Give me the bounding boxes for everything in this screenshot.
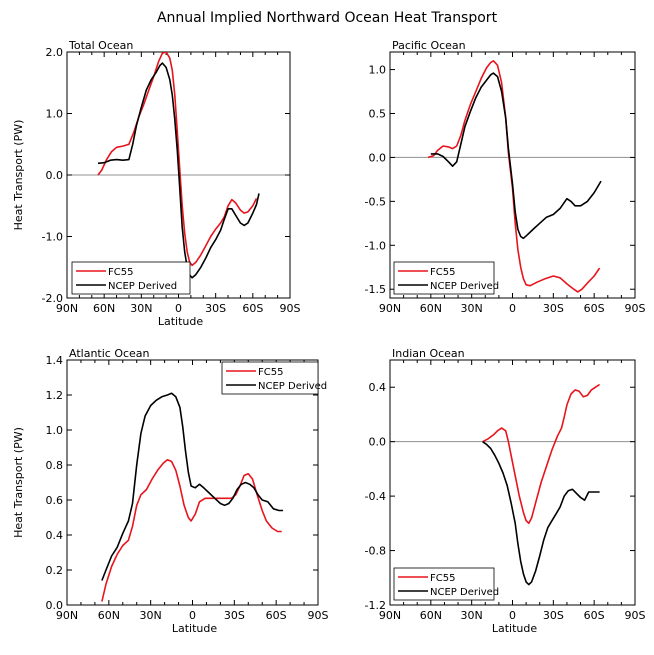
series-line-ncep-derived [101,392,284,581]
x-tick-label: 0 [509,302,516,315]
y-tick-label: -1.0 [42,231,63,244]
y-tick-label: -1.0 [365,239,386,252]
x-tick-label: 90S [625,302,646,315]
x-tick-label: 90S [625,609,646,622]
panel-total-ocean: 90N 60N 30N 0 30S 60S 90S -2.0 -1.0 0.0 1.0 2.0 Tota… [12,39,301,328]
series-line-ncep-derived [482,441,600,586]
x-tick-label: 60N [420,302,442,315]
legend-label-fc55: FC55 [430,267,455,278]
y-tick-label: -0.8 [365,545,386,558]
panel-pacific-ocean: 90N 60N 30N 0 30S 60S 90S -1.5 -1.0 -0.5 0.0 0.5 1.0… [365,39,646,315]
x-tick-label: 60S [584,302,605,315]
legend-box [393,261,495,295]
x-tick-label: 30N [461,609,483,622]
legend-label-ncep-derived: NCEP Derived [430,281,499,292]
panel-total-ocean-legend: FC55 NCEP Derived [71,261,191,295]
x-tick-label: 90N [379,302,401,315]
y-tick-label: 0.6 [46,494,64,507]
series-line-fc55 [427,60,601,293]
y-tick-label: 1.0 [46,108,64,121]
series-line-fc55 [97,52,258,267]
legend-label-fc55: FC55 [258,367,283,378]
x-tick-label: 30S [543,302,564,315]
panel-total-ocean-title: Total Ocean [68,39,133,52]
series-line-ncep-derived [430,72,602,240]
legend-box [393,567,495,601]
y-tick-label: 0.2 [46,564,64,577]
panel-atlantic-ocean: 90N 60N 30N 0 30S 60S 90S 0.0 0.2 0.4 0.6 0.8 1.0 1.2… [12,347,329,635]
panel-atlantic-ocean-y-axis-label: Heat Transport (PW) [12,427,25,538]
x-tick-label: 60N [420,609,442,622]
panel-atlantic-ocean-x-axis-label: Latitude [172,622,218,635]
y-tick-label: -0.4 [365,490,386,503]
legend-label-ncep-derived: NCEP Derived [258,381,327,392]
x-tick-label: 30N [140,609,162,622]
x-tick-label: 0 [189,609,196,622]
panel-pacific-ocean-frame [389,51,636,299]
panel-total-ocean-y-axis-label: Heat Transport (PW) [12,120,25,231]
x-tick-label: 30S [543,609,564,622]
panel-indian-ocean: 90N 60N 30N 0 30S 60S 90S -1.2 -0.8 -0.4 0.0 0.4 Ind… [365,347,646,635]
x-tick-label: 90S [308,609,329,622]
y-tick-label: 0.8 [46,459,64,472]
x-tick-label: 30S [224,609,245,622]
x-tick-label: 0 [175,302,182,315]
y-tick-label: -1.2 [365,599,386,612]
x-tick-label: 30N [461,302,483,315]
figure-title: Annual Implied Northward Ocean Heat Tran… [157,10,498,26]
legend-label-fc55: FC55 [430,573,455,584]
y-tick-label: 0.0 [369,151,387,164]
legend-box [71,261,191,295]
x-tick-label: 90S [280,302,301,315]
y-tick-label: 0.0 [46,169,64,182]
x-tick-label: 90N [56,302,78,315]
legend-box [221,361,319,395]
x-tick-label: 60N [98,609,120,622]
x-tick-label: 0 [509,609,516,622]
x-tick-label: 60S [584,609,605,622]
series-line-fc55 [101,459,282,602]
x-tick-label: 30S [205,302,226,315]
panel-total-ocean-x-axis-label: Latitude [158,315,204,328]
y-tick-label: 1.2 [46,389,64,402]
panel-indian-ocean-legend: FC55 NCEP Derived [393,567,499,601]
x-tick-label: 60S [266,609,287,622]
x-tick-label: 60S [242,302,263,315]
x-tick-label: 90N [379,609,401,622]
y-tick-label: -1.5 [365,283,386,296]
panel-pacific-ocean-legend: FC55 NCEP Derived [393,261,499,295]
y-tick-label: -0.5 [365,195,386,208]
y-tick-label: 1.0 [369,64,387,77]
panel-pacific-ocean-title: Pacific Ocean [392,39,466,52]
legend-label-fc55: FC55 [108,267,133,278]
legend-label-ncep-derived: NCEP Derived [108,281,177,292]
y-tick-label: 2.0 [46,46,64,59]
legend-label-ncep-derived: NCEP Derived [430,587,499,598]
panel-indian-ocean-title: Indian Ocean [392,347,465,360]
panel-atlantic-ocean-title: Atlantic Ocean [69,347,150,360]
panel-atlantic-ocean-frame [66,359,319,606]
y-tick-label: 0.4 [369,381,387,394]
y-tick-label: 1.0 [46,424,64,437]
y-tick-label: 1.4 [46,354,64,367]
panel-indian-ocean-x-axis-label: Latitude [492,622,538,635]
x-tick-label: 30N [130,302,152,315]
x-tick-label: 90N [56,609,78,622]
x-tick-label: 60N [93,302,115,315]
panel-atlantic-ocean-legend: FC55 NCEP Derived [221,361,327,395]
y-tick-label: 0.0 [46,599,64,612]
y-tick-label: 0.4 [46,529,64,542]
series-line-ncep-derived [97,62,260,279]
y-tick-label: 0.0 [369,436,387,449]
y-tick-label: -2.0 [42,292,63,305]
y-tick-label: 0.5 [369,108,387,121]
series-line-fc55 [482,383,601,525]
